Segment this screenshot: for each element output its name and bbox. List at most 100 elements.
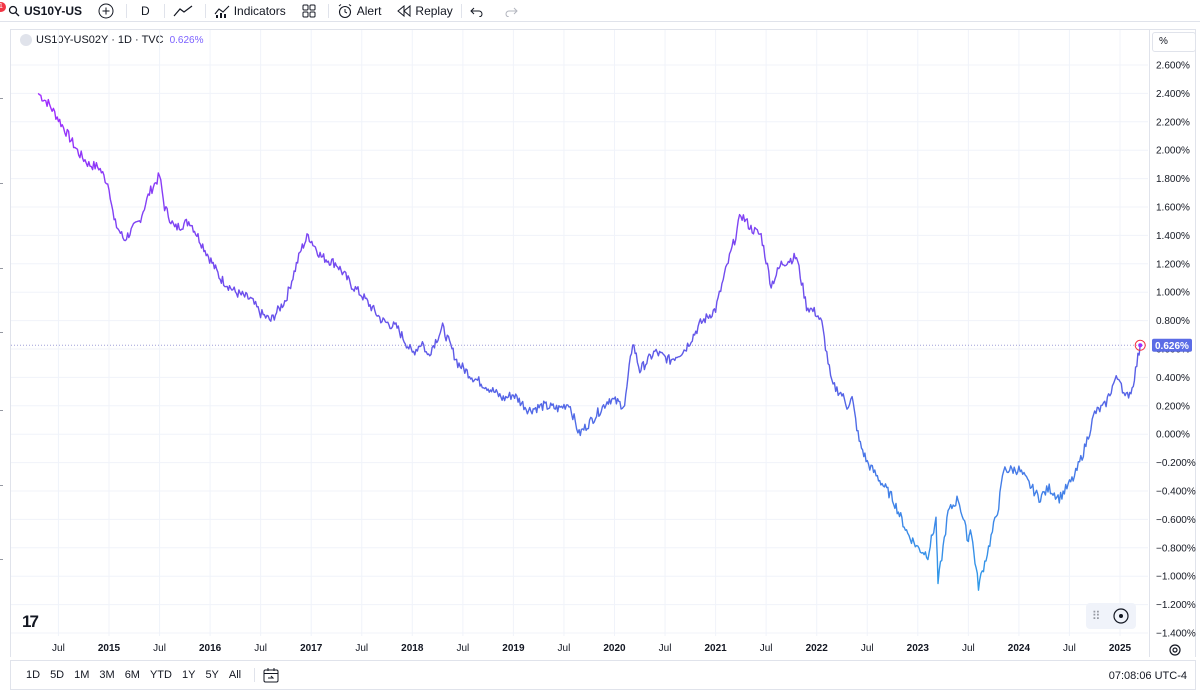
line-chart-icon — [173, 5, 193, 16]
symbol-logo-icon — [20, 34, 32, 46]
grid — [11, 30, 1148, 636]
y-tick-label: 0.200% — [1156, 401, 1190, 412]
legend-symbol-info[interactable]: US10Y-US02Y · 1D · TVC — [36, 34, 164, 46]
edge-mark — [0, 332, 3, 333]
calendar-goto-icon[interactable] — [263, 667, 279, 683]
settings-icon[interactable] — [1168, 643, 1182, 657]
range-button-ytd[interactable]: YTD — [149, 669, 172, 681]
x-tick-label: Jul — [558, 643, 571, 654]
x-tick-label: 2024 — [1008, 643, 1031, 654]
y-tick-label: 1.600% — [1156, 203, 1190, 214]
y-axis-labels: 2.600% 2.400% 2.200% 2.000% 1.800% 1.600% 1.40… — [1156, 61, 1196, 640]
y-tick-label: 1.400% — [1156, 231, 1190, 242]
range-button-1d[interactable]: 1D — [26, 669, 41, 681]
drag-handle-icon[interactable]: ⠿ — [1091, 609, 1101, 623]
x-tick-label: 2021 — [704, 643, 727, 654]
divider — [254, 668, 256, 682]
range-button-6m[interactable]: 6M — [124, 669, 140, 681]
symbol-label: US10Y-US — [24, 3, 83, 18]
edge-mark — [0, 485, 3, 486]
y-tick-label: 1.800% — [1156, 174, 1190, 185]
layouts-button[interactable] — [294, 0, 328, 22]
range-button-1m[interactable]: 1M — [74, 669, 90, 681]
x-tick-label: 2023 — [907, 643, 930, 654]
y-tick-label: −1.200% — [1156, 600, 1196, 611]
range-button-5d[interactable]: 5D — [50, 669, 65, 681]
replay-label: Replay — [415, 3, 453, 18]
undo-icon — [470, 7, 483, 17]
edge-mark — [0, 559, 3, 560]
x-tick-label: 2018 — [401, 643, 424, 654]
alarm-clock-icon — [338, 3, 352, 18]
chart-type-button[interactable] — [165, 0, 205, 22]
redo-icon — [505, 7, 518, 17]
replay-button[interactable]: Replay — [389, 0, 460, 22]
undo-button[interactable] — [462, 0, 496, 22]
y-tick-label: 1.200% — [1156, 259, 1190, 270]
range-button-3m[interactable]: 3M — [99, 669, 115, 681]
y-tick-label: 2.000% — [1156, 146, 1190, 157]
y-tick-label: −0.400% — [1156, 487, 1196, 498]
indicators-icon — [214, 5, 230, 18]
scroll-to-realtime-icon[interactable] — [1112, 607, 1130, 625]
y-tick-label: 0.000% — [1156, 430, 1190, 441]
symbol-search[interactable]: 1 US10Y-US — [0, 0, 90, 22]
x-tick-label: Jul — [254, 643, 267, 654]
x-axis-labels: Jul 2015 Jul 2016 Jul 2017 Jul 2018 Jul 2019 Jul 20… — [52, 643, 1132, 654]
y-tick-label: −0.600% — [1156, 515, 1196, 526]
redo-button[interactable] — [496, 0, 530, 22]
range-button-1y[interactable]: 1Y — [181, 669, 196, 681]
y-tick-label: 2.200% — [1156, 117, 1190, 128]
x-tick-label: Jul — [760, 643, 773, 654]
series-line-us10y-us02y — [37, 92, 1141, 591]
price-scale[interactable] — [1150, 29, 1196, 657]
edge-mark — [0, 98, 3, 99]
notification-badge: 1 — [0, 1, 6, 12]
x-tick-label: 2020 — [603, 643, 626, 654]
top-toolbar: 1 US10Y-US D Indicators Alert Replay — [0, 0, 1200, 22]
alert-button[interactable]: Alert — [329, 0, 390, 22]
compare-button[interactable] — [90, 0, 126, 22]
bottom-toolbar: 1D 5D 1M 3M 6M YTD 1Y 5Y All 07:08:06 UTC-4 — [10, 660, 1196, 690]
x-tick-label: Jul — [52, 643, 65, 654]
legend-last-value: 0.626% — [169, 34, 204, 46]
y-tick-label: 1.000% — [1156, 288, 1190, 299]
divider — [163, 3, 165, 18]
y-tick-label: −1.000% — [1156, 572, 1196, 583]
x-tick-label: Jul — [861, 643, 874, 654]
x-tick-label: 2022 — [806, 643, 829, 654]
search-icon — [8, 5, 20, 16]
x-tick-label: Jul — [355, 643, 368, 654]
interval-label: D — [141, 3, 150, 18]
last-value-dot — [1138, 343, 1143, 348]
x-tick-label: 2019 — [502, 643, 525, 654]
chart-navigation-widget[interactable]: ⠿ — [1086, 603, 1136, 629]
edge-mark — [0, 410, 3, 411]
indicators-label: Indicators — [233, 3, 286, 18]
divider — [126, 3, 128, 18]
last-value-marker — [1134, 339, 1146, 351]
chart-pane[interactable] — [10, 29, 1150, 657]
alert-label: Alert — [356, 3, 382, 18]
x-tick-label: 2015 — [98, 643, 121, 654]
x-tick-label: 2017 — [300, 643, 323, 654]
current-price-tag: 0.626% — [1152, 338, 1192, 352]
y-tick-label: 2.400% — [1156, 89, 1190, 100]
x-tick-label: Jul — [153, 643, 166, 654]
range-button-5y[interactable]: 5Y — [205, 669, 219, 681]
rewind-icon — [397, 4, 411, 17]
timezone-clock[interactable]: 07:08:06 UTC-4 — [1108, 670, 1187, 682]
divider — [460, 3, 462, 18]
tradingview-logo: 17 — [22, 612, 39, 631]
scale-mode-button[interactable]: % — [1152, 32, 1196, 52]
y-tick-label: 0.400% — [1156, 373, 1190, 384]
x-tick-label: Jul — [962, 643, 975, 654]
indicators-button[interactable]: Indicators — [206, 0, 294, 22]
interval-button[interactable]: D — [127, 0, 164, 22]
x-tick-label: Jul — [1063, 643, 1076, 654]
range-button-all[interactable]: All — [228, 669, 242, 681]
y-tick-label: 2.600% — [1156, 61, 1190, 72]
y-tick-label: −0.200% — [1156, 458, 1196, 469]
current-price-label: 0.626% — [1155, 341, 1189, 352]
